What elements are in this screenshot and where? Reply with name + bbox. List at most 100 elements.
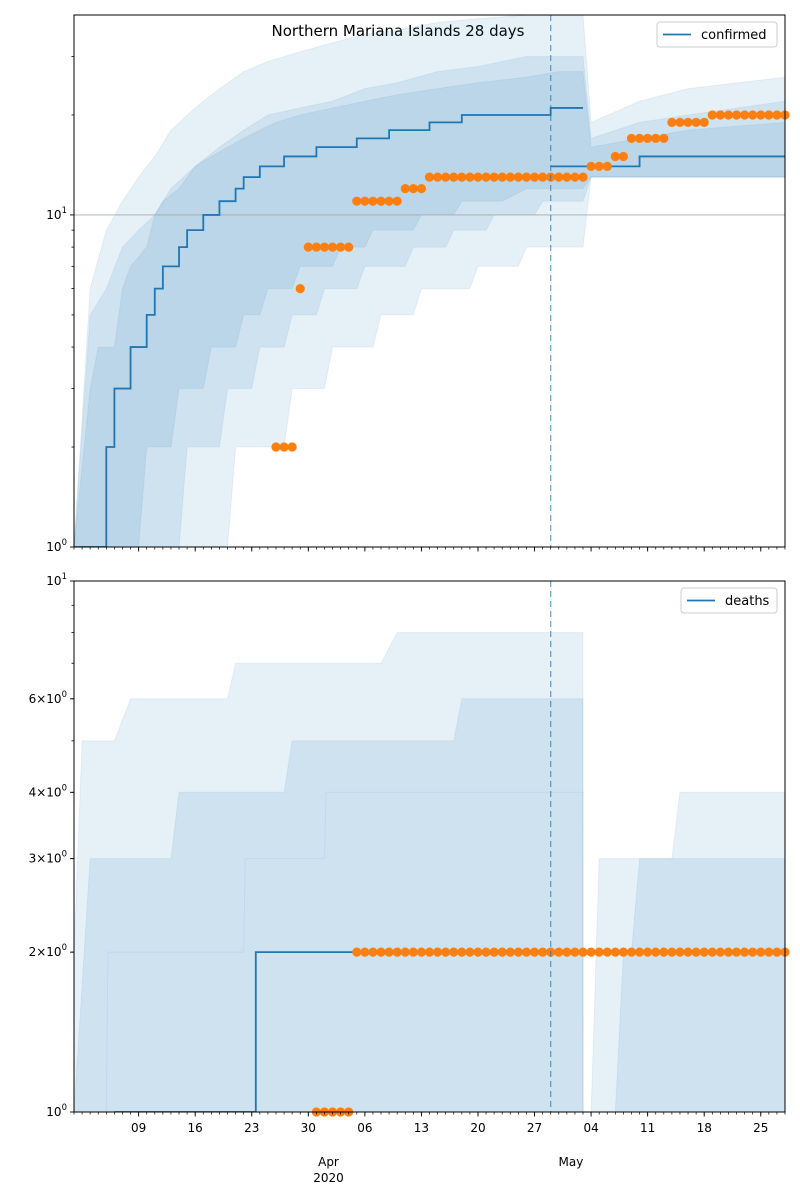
confidence-bands [74,631,785,1112]
observed-point [360,196,370,206]
band-1 [74,698,785,1112]
observed-point [497,172,507,182]
observed-point [715,110,725,120]
observed-point [586,161,596,172]
observed-point [554,947,564,957]
legend: confirmed [656,21,778,48]
observed-point [691,117,701,127]
observed-point [554,172,564,182]
x-tick-label: 27 [527,1121,542,1135]
x-tick-label: 09 [131,1121,146,1135]
x-tick-label: 20 [470,1121,485,1135]
y-tick-label: 101 [46,206,67,222]
observed-point [756,947,766,957]
observed-point [602,947,612,957]
observed-point [473,172,483,182]
y-tick-label: 100 [46,1103,67,1119]
observed-point [416,184,427,194]
observed-point [521,172,532,182]
observed-point [667,117,677,127]
x-month-label: May [558,1155,583,1169]
observed-point [400,947,410,957]
observed-point [626,947,637,957]
observed-point [562,947,572,957]
y-tick-label: 2×100 [29,943,67,959]
observed-point [618,947,629,957]
observed-point [731,110,742,120]
axes: 100 101 [46,14,786,554]
observed-point [659,133,669,144]
observed-point [505,947,515,957]
observed-point [424,947,435,957]
observed-point [675,117,685,127]
observed-point [497,947,507,957]
observed-point [449,947,459,957]
observed-point [489,172,499,182]
observed-point [416,947,427,957]
observed-point [626,133,637,144]
observed-point [424,172,435,182]
observed-point [505,172,515,182]
observed-point [772,110,782,120]
observed-point [457,172,467,182]
legend-box [680,587,778,614]
observed-point [586,947,596,957]
observed-point [610,151,620,162]
observed-point [287,442,297,452]
band-1 [74,55,785,547]
observed-point [731,947,742,957]
axes: 100 2×100 3×100 4×100 6×100 101 [29,572,786,1119]
y-tick-label: 100 [46,538,67,554]
band-2 [74,15,785,547]
observed-point [400,184,410,194]
observed-point [683,117,693,127]
observed-point [481,172,491,182]
observed-point [570,947,580,957]
x-tick-label: 18 [697,1121,712,1135]
observed-point [723,947,734,957]
observed-point [675,947,685,957]
observed-point [707,110,717,120]
observed-point [408,184,418,194]
observed-point [376,947,386,957]
band-2 [74,631,785,1112]
observed-point [610,947,620,957]
x-tick-label: 16 [188,1121,203,1135]
x-tick-label: 04 [583,1121,598,1135]
observed-point [764,110,774,120]
observed-point [529,172,540,182]
observed-point [748,110,758,120]
observed-point [376,196,386,206]
observed-point [352,947,362,957]
observed-point [303,242,313,252]
observed-point [311,242,321,252]
observed-point [368,947,378,957]
panel-confirmed: 100 101 confirmed [46,14,790,554]
observed-point [392,947,402,957]
observed-point [392,196,402,206]
observed-point [457,947,467,957]
observed-point [634,947,645,957]
observed-point [578,172,588,182]
confirmed-forecast-series [550,155,785,168]
confidence-bands [74,15,785,547]
observed-point [465,947,475,957]
observed-point [408,947,418,957]
legend-label: confirmed [701,28,767,43]
observed-point [384,196,394,206]
observed-point [699,947,709,957]
x-tick-label: 23 [244,1121,259,1135]
observed-point [336,242,346,252]
x-tick-label: 13 [414,1121,429,1135]
observed-point [344,242,354,252]
observed-point [529,947,540,957]
y-tick-label: 3×100 [29,850,67,866]
observed-point [602,161,612,172]
observed-point [740,947,750,957]
x-tick-label: 06 [357,1121,372,1135]
observed-point [651,947,661,957]
observed-point [473,947,483,957]
observed-point [594,161,604,172]
observed-point [643,133,653,144]
